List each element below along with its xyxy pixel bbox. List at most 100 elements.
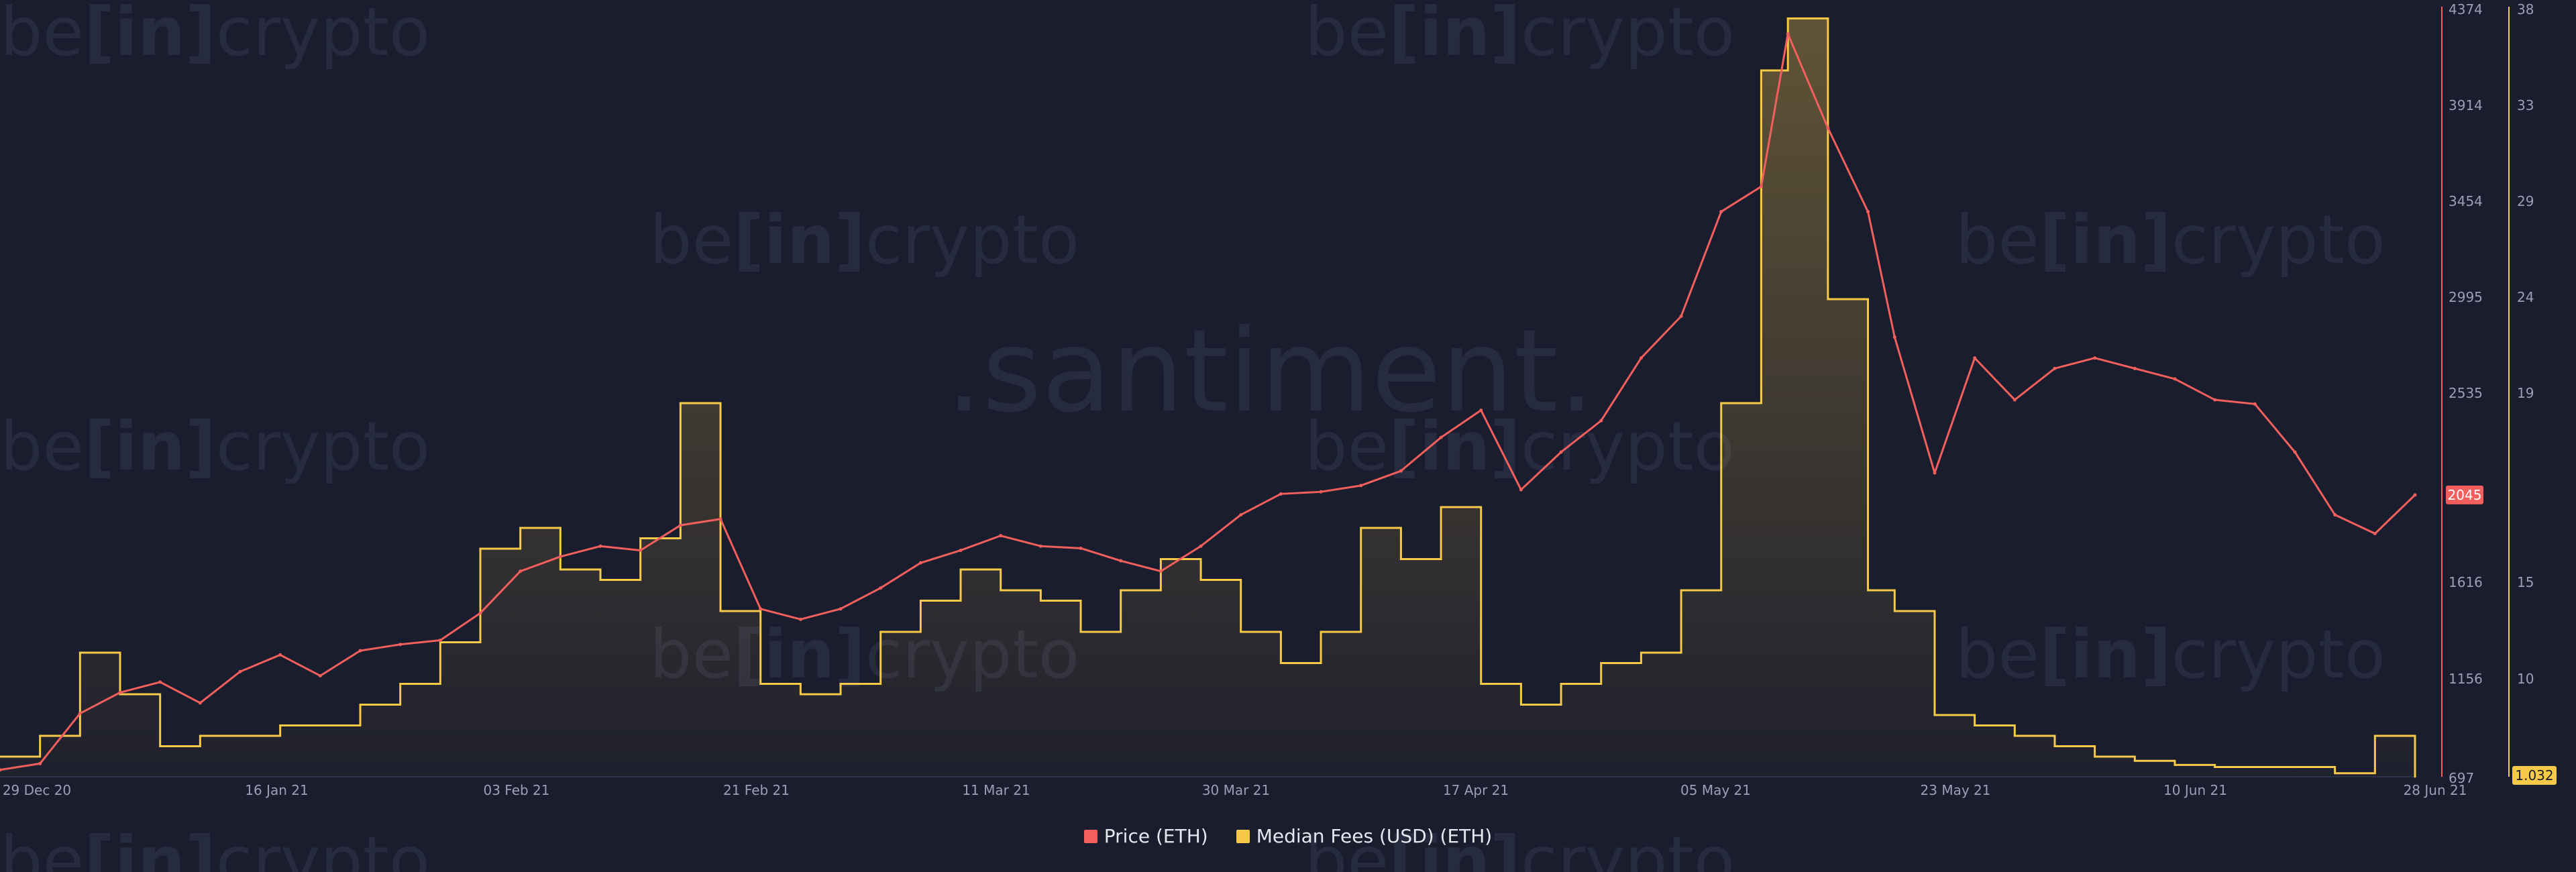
fees-point xyxy=(1893,610,1896,612)
fees-point xyxy=(639,537,642,539)
fees-tick-label: 19 xyxy=(2517,385,2534,401)
fees-point xyxy=(1399,557,1402,560)
price-point xyxy=(1826,126,1830,130)
price-point xyxy=(1038,544,1042,548)
fees-point xyxy=(2334,772,2337,775)
watermark-brand: be[in]crypto xyxy=(1305,822,1735,872)
price-point xyxy=(2253,402,2257,406)
price-point xyxy=(2093,356,2097,360)
price-point xyxy=(759,607,763,611)
price-point xyxy=(2213,398,2217,402)
fees-point xyxy=(1600,661,1603,664)
price-point xyxy=(2012,398,2017,402)
fees-point xyxy=(159,745,162,747)
fees-point xyxy=(1867,589,1870,592)
price-point xyxy=(1199,544,1203,548)
price-point xyxy=(639,548,643,552)
fees-point xyxy=(239,734,241,737)
fees-tick-label: 38 xyxy=(2517,1,2534,17)
price-point xyxy=(158,680,162,684)
price-point xyxy=(1479,408,1483,413)
price-tick-label: 4374 xyxy=(2449,1,2483,17)
fees-point xyxy=(199,734,201,737)
fees-point xyxy=(919,599,922,602)
price-point xyxy=(1159,569,1163,574)
price-point xyxy=(1519,488,1523,492)
y-axis-ticks: 4374 3914 3454 2995 2535 1616 1156 697 38 33 29 24 1… xyxy=(2449,1,2555,786)
price-point xyxy=(1399,469,1403,473)
price-point xyxy=(1933,471,1937,475)
x-tick-label: 17 Apr 21 xyxy=(1443,782,1509,798)
price-point xyxy=(839,607,843,611)
fees-point xyxy=(399,682,402,685)
price-point xyxy=(318,673,322,677)
fees-point xyxy=(319,724,321,726)
fees-point xyxy=(1079,631,1082,633)
price-tick-label: 2535 xyxy=(2449,385,2483,401)
price-tick-label: 2995 xyxy=(2449,289,2483,305)
price-point xyxy=(1119,559,1123,563)
fees-point xyxy=(559,568,561,571)
fees-point xyxy=(1159,557,1162,560)
price-point xyxy=(2293,450,2297,454)
fees-point xyxy=(359,703,362,706)
x-tick-label: 10 Jun 21 xyxy=(2163,782,2227,798)
price-point xyxy=(918,561,922,565)
fees-point xyxy=(1120,589,1122,592)
price-point xyxy=(558,555,562,559)
fees-point xyxy=(2294,765,2296,768)
fees-tick-label: 10 xyxy=(2517,671,2534,687)
price-point xyxy=(398,643,402,647)
legend-label-fees: Median Fees (USD) (ETH) xyxy=(1256,825,1493,847)
fees-point xyxy=(959,568,962,571)
price-point xyxy=(2413,493,2417,497)
fees-area xyxy=(0,18,2415,777)
price-point xyxy=(1599,419,1603,423)
legend-item-fees[interactable]: Median Fees (USD) (ETH) xyxy=(1236,825,1493,847)
legend-swatch-fees xyxy=(1236,829,1250,843)
price-point xyxy=(1892,335,1896,339)
price-point xyxy=(1786,32,1790,36)
price-point xyxy=(1239,512,1243,516)
x-axis-ticks: 29 Dec 20 16 Jan 21 03 Feb 21 21 Feb 21 11 M… xyxy=(3,782,2467,798)
fees-point xyxy=(1199,578,1202,581)
fees-point xyxy=(2053,745,2056,747)
fees-point xyxy=(78,651,81,654)
x-tick-label: 16 Jan 21 xyxy=(245,782,308,798)
fees-point xyxy=(1933,714,1936,716)
x-tick-label: 03 Feb 21 xyxy=(483,782,549,798)
fees-point xyxy=(719,610,722,612)
fees-point xyxy=(2133,759,2136,762)
price-line xyxy=(0,33,2416,771)
legend-swatch-price xyxy=(1083,829,1097,843)
fees-point xyxy=(2094,755,2096,758)
x-tick-label: 11 Mar 21 xyxy=(962,782,1030,798)
fees-point xyxy=(1000,589,1002,592)
price-point xyxy=(1279,492,1283,496)
price-point xyxy=(598,544,602,548)
price-current-value: 2045 xyxy=(2448,487,2482,503)
fees-point xyxy=(0,755,1,758)
fees-point xyxy=(599,578,602,581)
legend-item-price[interactable]: Price (ETH) xyxy=(1083,825,1208,847)
fees-point xyxy=(1974,724,1976,726)
fees-tick-label: 29 xyxy=(2517,193,2534,209)
price-point xyxy=(1866,210,1870,214)
price-point xyxy=(1079,546,1083,550)
price-point xyxy=(2053,366,2057,370)
fees-point xyxy=(1320,631,1322,633)
fees-point xyxy=(1360,527,1362,529)
fees-point xyxy=(1827,298,1829,301)
watermark-brand: be[in]crypto xyxy=(1305,0,1735,71)
fees-line xyxy=(0,17,2416,777)
fees-point xyxy=(879,631,882,633)
x-tick-label: 23 May 21 xyxy=(1921,782,1991,798)
price-tick-label: 3454 xyxy=(2449,193,2483,209)
fees-tick-label: 15 xyxy=(2517,574,2534,590)
watermark-brand: be[in]crypto xyxy=(649,201,1079,279)
current-value-badges: 2045 1.032 xyxy=(2446,485,2557,785)
price-point xyxy=(118,690,122,694)
price-point xyxy=(438,638,442,642)
fees-point xyxy=(2373,734,2376,737)
fees-point xyxy=(679,402,682,404)
